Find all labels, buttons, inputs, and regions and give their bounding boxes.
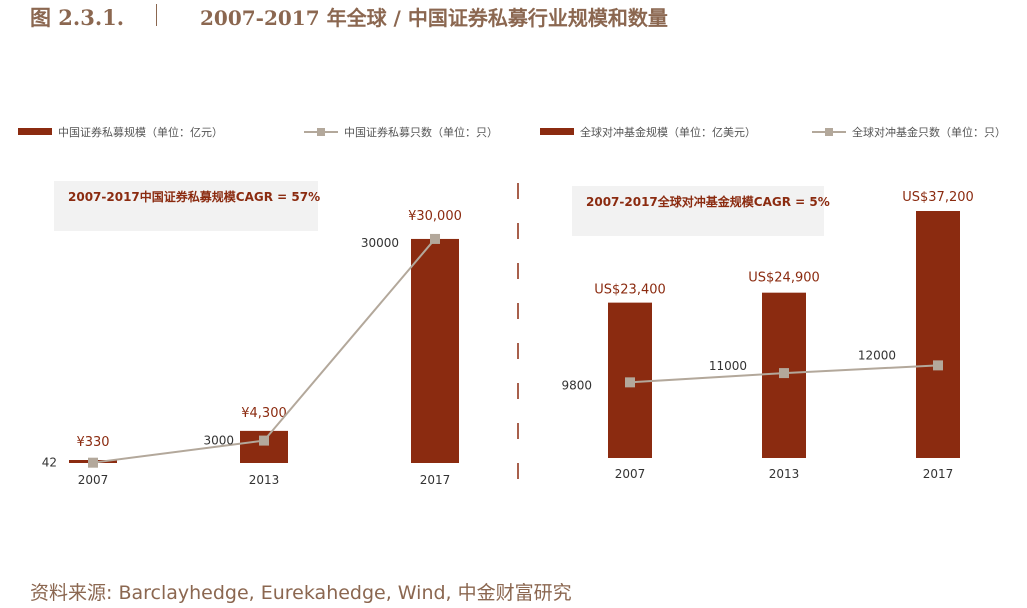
- line-marker: [779, 368, 789, 379]
- cagr-annotation: 2007-2017全球对冲基金规模CAGR = 5%: [586, 194, 830, 209]
- bar-value-label: US$37,200: [902, 190, 974, 205]
- x-tick-label: 2017: [420, 473, 451, 487]
- bar: [916, 211, 960, 458]
- x-tick-label: 2017: [923, 467, 954, 481]
- line-value-label: 42: [42, 456, 57, 470]
- legend-marker-swatch: [317, 128, 325, 136]
- line-value-label: 9800: [561, 378, 592, 392]
- bar-value-label: US$24,900: [748, 271, 820, 286]
- legend-label: 全球对冲基金只数（单位：只）: [852, 125, 1006, 139]
- x-tick-label: 2013: [769, 467, 800, 481]
- line-value-label: 3000: [203, 434, 234, 448]
- line-value-label: 30000: [361, 236, 399, 250]
- x-tick-label: 2007: [78, 473, 109, 487]
- line-marker: [259, 435, 269, 446]
- bar-value-label: ¥30,000: [408, 209, 462, 224]
- legend-marker-swatch: [825, 128, 833, 136]
- legend-label: 中国证券私募规模（单位：亿元）: [58, 125, 223, 139]
- series-line: [92, 238, 436, 464]
- cagr-box: [54, 181, 318, 231]
- x-tick-label: 2007: [615, 467, 646, 481]
- bar-value-label: ¥4,300: [241, 406, 287, 421]
- title-divider: [156, 4, 157, 26]
- title-bar: 图 2.3.1. 2007-2017 年全球 / 中国证券私募行业规模和数量: [0, 0, 1027, 36]
- cagr-box: [572, 186, 824, 236]
- line-marker: [88, 457, 98, 468]
- figure-number: 图 2.3.1.: [30, 5, 125, 30]
- figure-title: 2007-2017 年全球 / 中国证券私募行业规模和数量: [200, 6, 668, 30]
- bar-value-label: ¥330: [76, 435, 109, 450]
- legend-label: 全球对冲基金规模（单位：亿美元）: [580, 125, 756, 139]
- source-note: 资料来源: Barclayhedge, Eurekahedge, Wind, 中…: [30, 582, 572, 604]
- bar: [411, 238, 459, 463]
- line-value-label: 12000: [858, 348, 896, 362]
- line-marker: [430, 233, 440, 244]
- legend-bar-swatch: [18, 128, 52, 135]
- cagr-annotation: 2007-2017中国证券私募规模CAGR = 57%: [68, 189, 320, 204]
- line-marker: [625, 377, 635, 388]
- bar-value-label: US$23,400: [594, 283, 666, 298]
- line-marker: [933, 360, 943, 371]
- x-tick-label: 2013: [249, 473, 280, 487]
- legend-bar-swatch: [540, 128, 574, 135]
- line-value-label: 11000: [709, 359, 747, 373]
- legend-label: 中国证券私募只数（单位：只）: [344, 125, 498, 139]
